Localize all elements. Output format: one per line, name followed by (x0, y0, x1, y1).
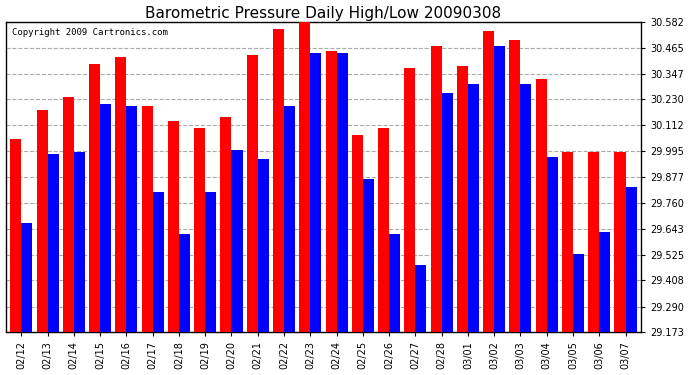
Bar (89, 64, 100, 332)
Bar (326, 51, 337, 332)
Bar (520, 84, 531, 332)
Bar (509, 40, 520, 332)
Bar (337, 53, 348, 332)
Bar (562, 152, 573, 332)
Bar (483, 31, 494, 332)
Bar (100, 104, 111, 332)
Bar (310, 53, 322, 332)
Bar (573, 254, 584, 332)
Bar (220, 117, 231, 332)
Bar (194, 128, 205, 332)
Bar (615, 152, 626, 332)
Bar (299, 22, 310, 332)
Bar (168, 122, 179, 332)
Bar (442, 93, 453, 332)
Bar (126, 106, 137, 332)
Bar (363, 178, 374, 332)
Bar (494, 46, 505, 332)
Bar (179, 234, 190, 332)
Bar (48, 154, 59, 332)
Bar (546, 157, 558, 332)
Bar (431, 46, 442, 332)
Bar (378, 128, 389, 332)
Bar (258, 159, 269, 332)
Bar (247, 55, 258, 332)
Bar (626, 188, 637, 332)
Bar (415, 265, 426, 332)
Title: Barometric Pressure Daily High/Low 20090308: Barometric Pressure Daily High/Low 20090… (146, 6, 502, 21)
Bar (63, 97, 74, 332)
Bar (10, 139, 21, 332)
Bar (457, 66, 468, 332)
Bar (231, 150, 242, 332)
Bar (284, 106, 295, 332)
Bar (389, 234, 400, 332)
Bar (352, 135, 363, 332)
Bar (37, 110, 48, 332)
Bar (273, 29, 284, 332)
Bar (404, 69, 415, 332)
Bar (115, 57, 126, 332)
Bar (152, 192, 164, 332)
Bar (599, 231, 610, 332)
Text: Copyright 2009 Cartronics.com: Copyright 2009 Cartronics.com (12, 28, 168, 37)
Bar (535, 80, 546, 332)
Bar (589, 152, 599, 332)
Bar (74, 152, 85, 332)
Bar (468, 84, 479, 332)
Bar (141, 106, 152, 332)
Bar (21, 223, 32, 332)
Bar (205, 192, 216, 332)
